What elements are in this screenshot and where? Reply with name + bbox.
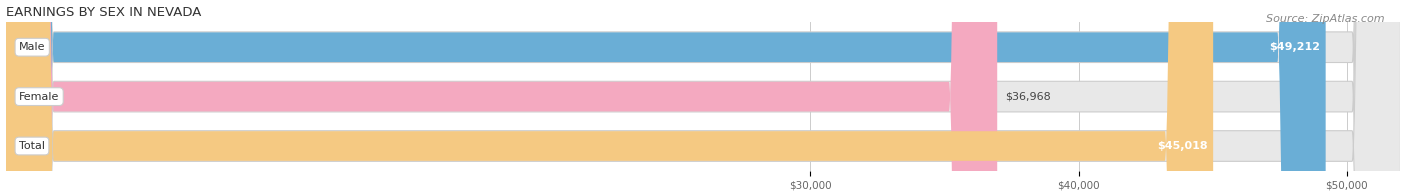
- FancyBboxPatch shape: [6, 0, 1326, 196]
- Text: $49,212: $49,212: [1270, 42, 1320, 52]
- Text: Male: Male: [18, 42, 45, 52]
- FancyBboxPatch shape: [6, 0, 1400, 196]
- Text: EARNINGS BY SEX IN NEVADA: EARNINGS BY SEX IN NEVADA: [6, 5, 201, 19]
- FancyBboxPatch shape: [6, 0, 1400, 196]
- Text: Source: ZipAtlas.com: Source: ZipAtlas.com: [1267, 14, 1385, 24]
- Text: Total: Total: [18, 141, 45, 151]
- Text: Female: Female: [18, 92, 59, 102]
- Text: $36,968: $36,968: [1005, 92, 1052, 102]
- FancyBboxPatch shape: [6, 0, 1213, 196]
- FancyBboxPatch shape: [6, 0, 1400, 196]
- FancyBboxPatch shape: [6, 0, 997, 196]
- Text: $45,018: $45,018: [1157, 141, 1208, 151]
